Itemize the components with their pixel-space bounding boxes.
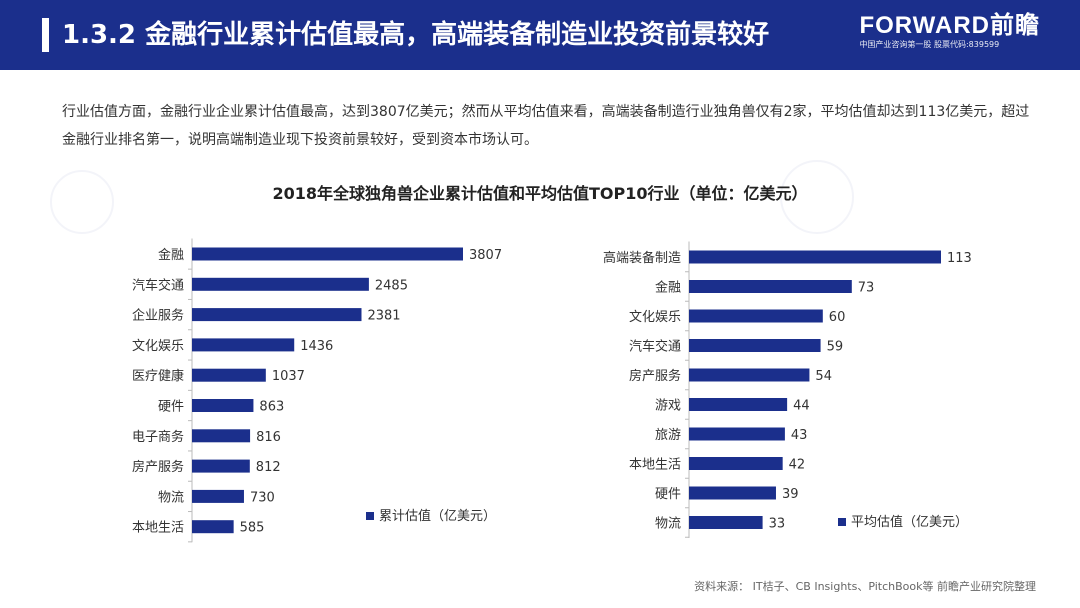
category-label: 金融 — [655, 280, 681, 296]
data-label: 54 — [815, 369, 832, 384]
bar — [689, 250, 941, 264]
data-label: 1037 — [272, 369, 305, 384]
header-banner: 1.3.2 金融行业累计估值最高，高端装备制造业投资前景较好 FORWARD前瞻… — [0, 0, 1080, 70]
intro-paragraph: 行业估值方面，金融行业企业累计估值最高，达到3807亿美元；然而从平均估值来看，… — [62, 104, 1030, 148]
bar — [192, 489, 244, 503]
category-label: 物流 — [158, 490, 184, 505]
bar — [689, 427, 785, 441]
category-label: 硬件 — [158, 400, 184, 415]
bar — [689, 398, 788, 411]
category-label: 电子商务 — [132, 429, 184, 445]
bar — [689, 486, 776, 500]
source-note: 资料来源： IT桔子、CB Insights、PitchBook等 前瞻产业研究… — [694, 580, 1036, 593]
data-label: 43 — [791, 428, 808, 443]
category-label: 本地生活 — [629, 458, 681, 473]
category-label: 游戏 — [655, 399, 681, 414]
bar — [192, 520, 234, 534]
bar — [689, 280, 852, 293]
data-label: 39 — [782, 487, 799, 502]
category-label: 硬件 — [655, 487, 681, 502]
category-label: 文化娱乐 — [629, 310, 681, 325]
data-label: 60 — [829, 310, 846, 325]
category-label: 汽车交通 — [629, 339, 681, 355]
page-title: 1.3.2 金融行业累计估值最高，高端装备制造业投资前景较好 — [62, 20, 770, 50]
data-label: 2381 — [367, 309, 400, 324]
logo-subtext: 中国产业咨询第一股 股票代码:839599 — [859, 40, 1000, 49]
bar — [192, 429, 251, 443]
bar — [689, 309, 823, 323]
data-label: 585 — [240, 521, 265, 536]
data-label: 42 — [789, 458, 806, 473]
bar — [689, 368, 810, 382]
category-label: 医疗健康 — [132, 368, 184, 384]
data-label: 812 — [256, 460, 281, 475]
bar — [192, 399, 254, 412]
category-label: 房产服务 — [629, 368, 681, 384]
bar — [689, 457, 783, 470]
category-label: 物流 — [655, 517, 681, 532]
data-label: 816 — [256, 430, 281, 445]
data-label: 1436 — [300, 339, 333, 354]
category-label: 本地生活 — [132, 521, 184, 536]
bar — [689, 516, 763, 529]
category-label: 企业服务 — [132, 308, 184, 324]
bar — [192, 277, 369, 291]
legend-label: 平均估值（亿美元） — [851, 514, 968, 530]
bar — [192, 247, 463, 261]
bar — [689, 339, 821, 352]
category-label: 高端装备制造 — [603, 250, 681, 266]
bar — [192, 338, 295, 352]
data-label: 113 — [947, 251, 972, 266]
category-label: 房产服务 — [132, 459, 184, 475]
chart-title: 2018年全球独角兽企业累计估值和平均估值TOP10行业（单位：亿美元） — [272, 184, 808, 203]
data-label: 33 — [769, 517, 786, 532]
bar — [192, 368, 266, 382]
category-label: 金融 — [158, 247, 184, 263]
legend-swatch — [366, 512, 374, 520]
forward-logo: FORWARD前瞻 中国产业咨询第一股 股票代码:839599 — [859, 13, 1040, 51]
logo-text: FORWARD前瞻 — [859, 12, 1040, 39]
legend-swatch — [838, 518, 846, 526]
data-label: 730 — [250, 490, 275, 505]
title-accent-bar — [42, 18, 49, 52]
data-label: 59 — [827, 340, 844, 355]
data-label: 73 — [858, 281, 875, 296]
data-label: 2485 — [375, 278, 408, 293]
category-label: 汽车交通 — [132, 277, 184, 293]
data-label: 863 — [259, 400, 284, 415]
data-label: 44 — [793, 399, 810, 414]
bar — [192, 459, 250, 473]
category-label: 旅游 — [655, 428, 681, 443]
data-label: 3807 — [469, 248, 502, 263]
legend-label: 累计估值（亿美元） — [379, 508, 496, 524]
bar — [192, 308, 362, 322]
category-label: 文化娱乐 — [132, 339, 184, 354]
